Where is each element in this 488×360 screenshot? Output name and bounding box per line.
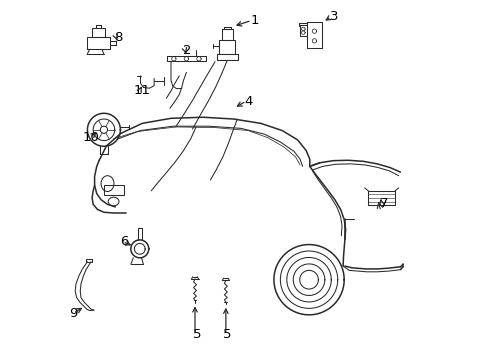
Text: 5: 5 xyxy=(193,328,201,341)
Text: 8: 8 xyxy=(114,31,122,44)
Text: 9: 9 xyxy=(69,307,77,320)
Text: 11: 11 xyxy=(133,84,150,97)
Text: 5: 5 xyxy=(223,328,231,341)
Text: 4: 4 xyxy=(244,95,252,108)
Text: 7: 7 xyxy=(379,197,387,210)
Text: 6: 6 xyxy=(120,235,128,248)
Text: 2: 2 xyxy=(183,44,191,57)
Text: 3: 3 xyxy=(329,10,338,23)
Bar xyxy=(104,185,123,195)
Text: 1: 1 xyxy=(250,14,259,27)
Text: 10: 10 xyxy=(82,131,99,144)
